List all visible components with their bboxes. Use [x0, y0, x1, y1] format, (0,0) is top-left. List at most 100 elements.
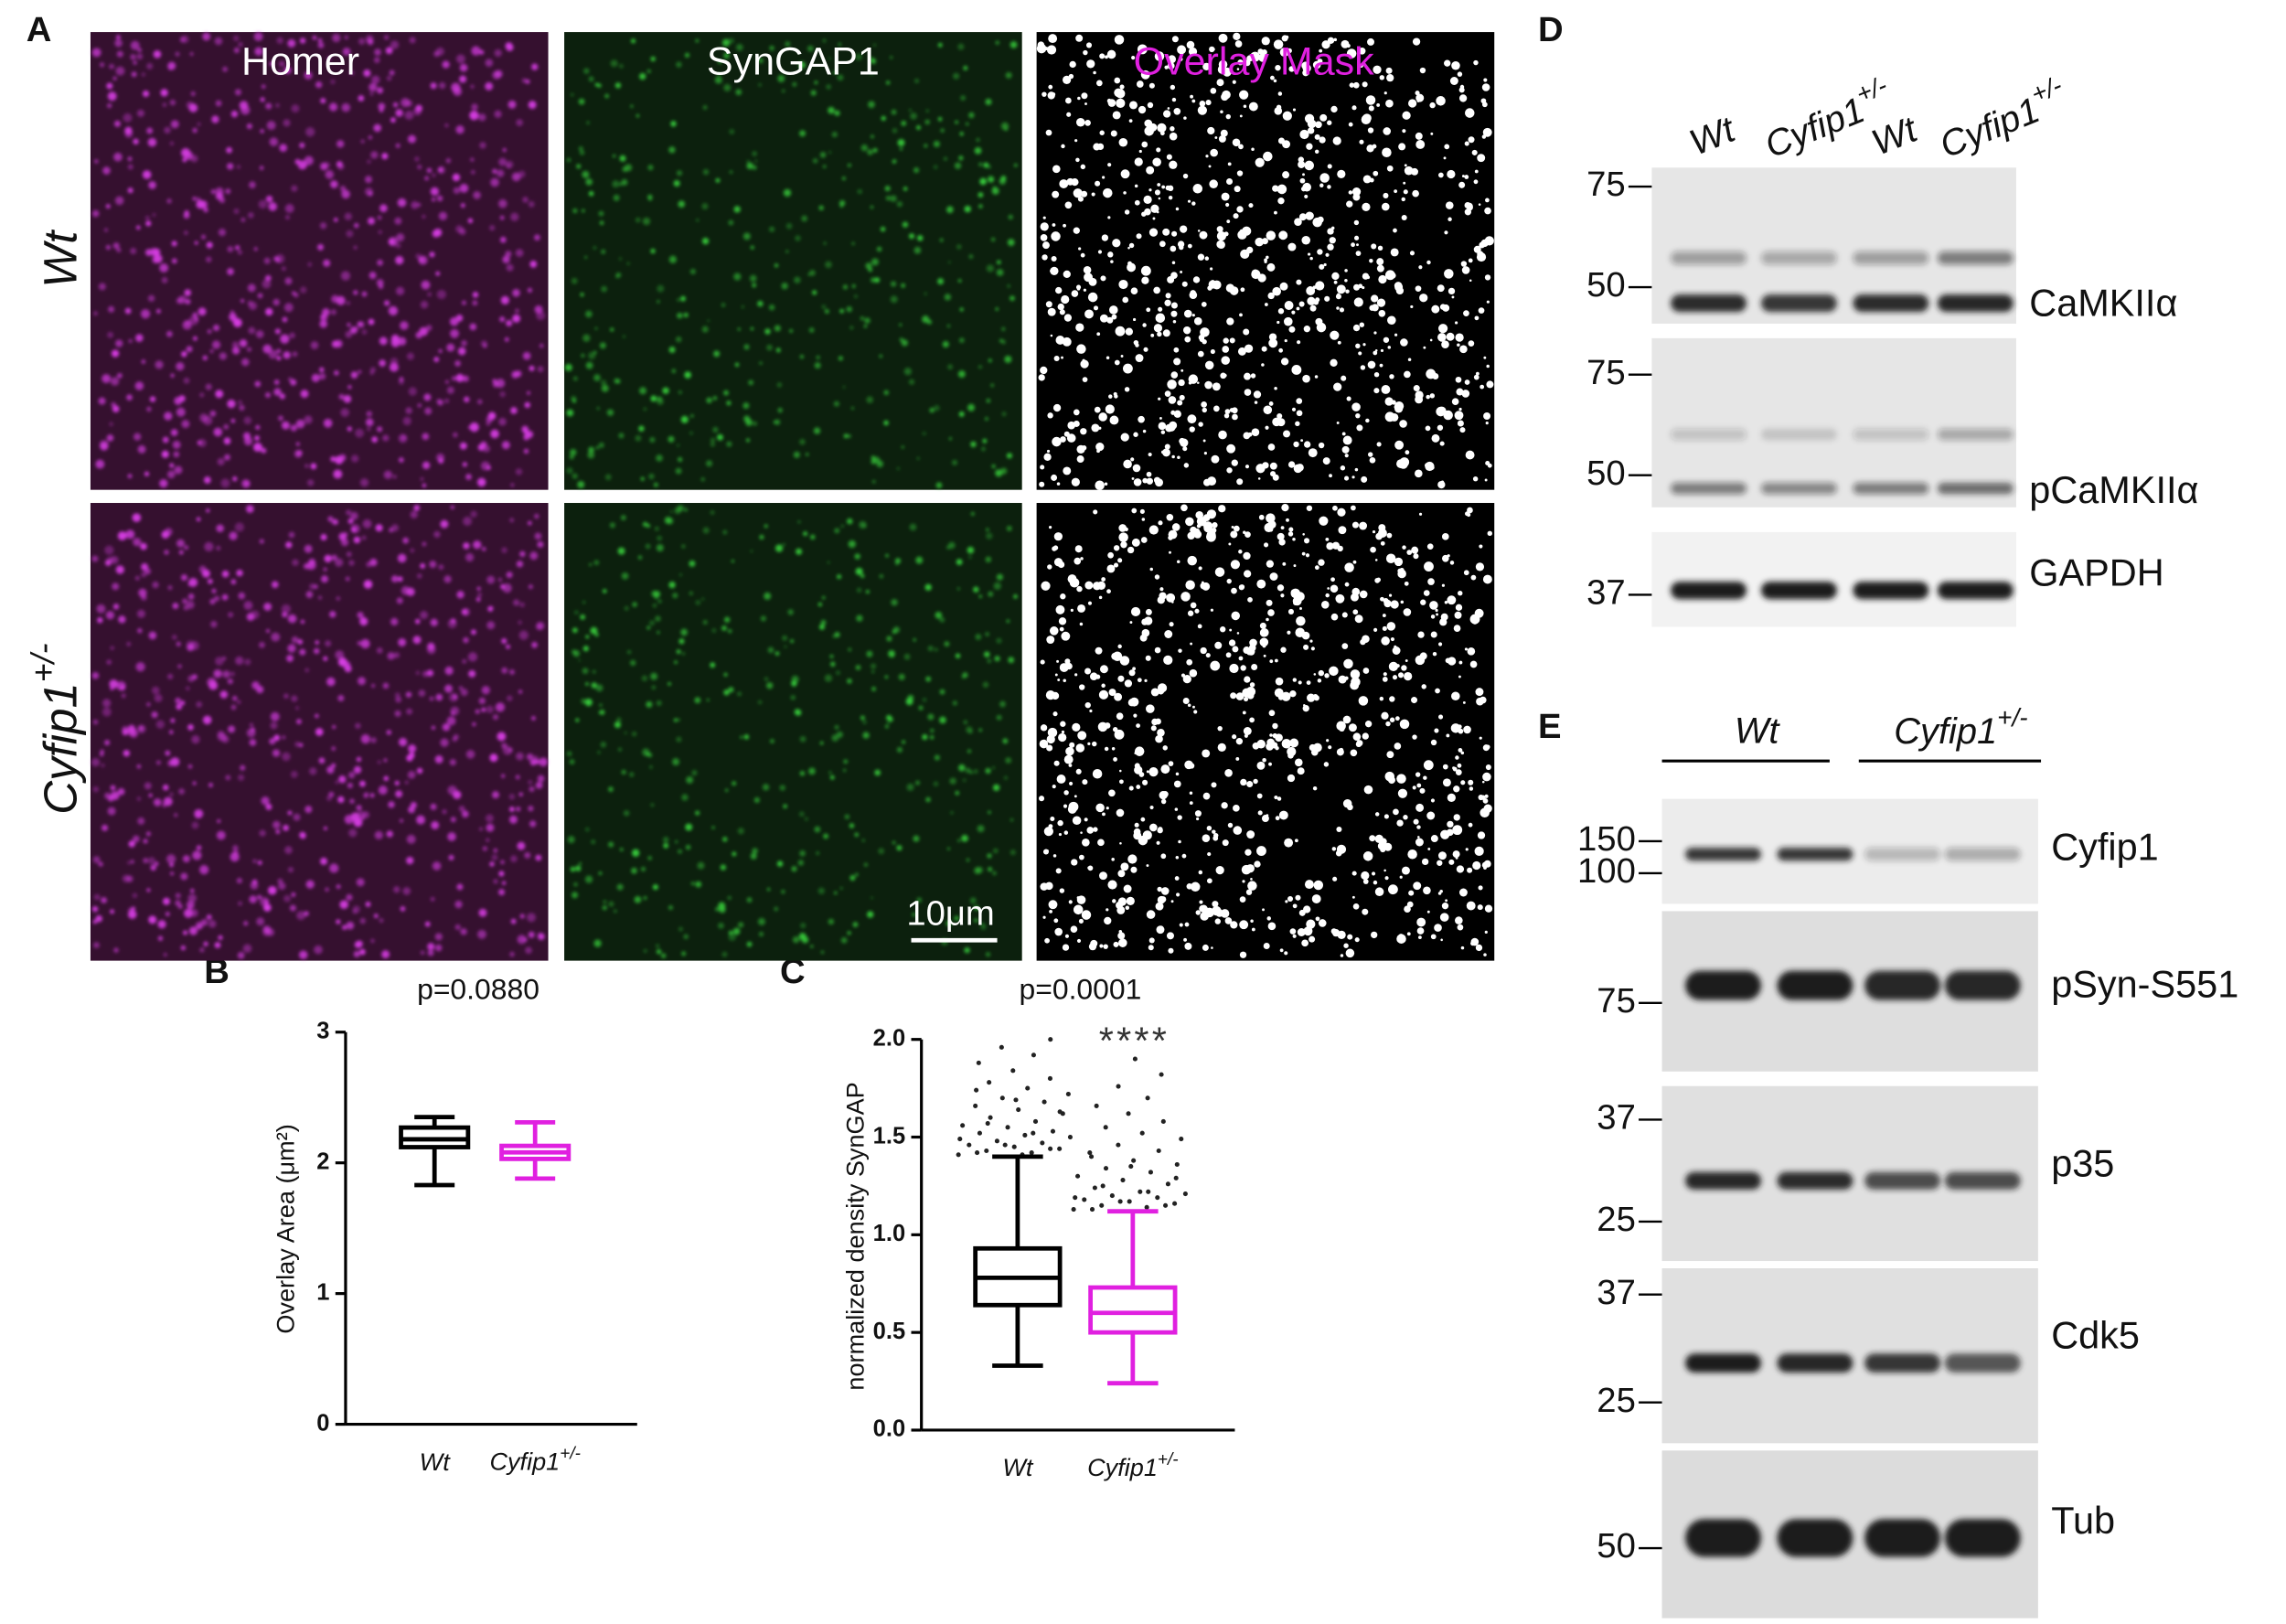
speckle — [175, 51, 180, 57]
protein-label: Tub — [2051, 1499, 2115, 1542]
speckle — [299, 37, 306, 44]
speckle — [1233, 213, 1239, 219]
speckle — [847, 518, 853, 525]
speckle — [1269, 733, 1273, 737]
speckle — [849, 875, 856, 881]
speckle — [398, 637, 407, 646]
speckle — [1347, 804, 1353, 811]
speckle — [1380, 540, 1385, 546]
speckle — [1199, 904, 1206, 913]
band — [1944, 1353, 2021, 1373]
speckle — [1265, 425, 1269, 430]
speckle — [331, 746, 336, 752]
speckle — [92, 719, 99, 725]
speckle — [1083, 265, 1092, 274]
speckle — [810, 534, 816, 540]
row-label: Wt — [35, 230, 87, 288]
speckle — [1466, 204, 1473, 211]
speckle — [420, 476, 424, 481]
speckle — [1059, 179, 1069, 188]
speckle — [386, 75, 392, 81]
speckle — [650, 395, 657, 402]
speckle — [726, 441, 732, 447]
speckle — [1314, 375, 1319, 379]
speckle — [630, 38, 636, 44]
speckle — [1484, 930, 1488, 934]
speckle — [1269, 659, 1274, 664]
speckle — [946, 324, 951, 328]
speckle — [1040, 659, 1045, 665]
speckle — [153, 50, 162, 59]
speckle — [1124, 387, 1130, 392]
outlier — [1146, 1189, 1151, 1194]
speckle — [1073, 420, 1080, 427]
speckle — [1336, 748, 1344, 756]
speckle — [647, 194, 653, 200]
outlier — [1100, 1183, 1106, 1189]
speckle — [1152, 217, 1156, 220]
speckle — [1187, 243, 1192, 249]
speckle — [1160, 798, 1167, 805]
speckle — [701, 326, 709, 333]
speckle — [1233, 32, 1241, 41]
speckle — [689, 268, 696, 275]
speckle — [975, 634, 982, 640]
speckle — [937, 117, 943, 122]
speckle — [112, 76, 117, 80]
speckle — [870, 57, 872, 59]
speckle — [1173, 107, 1181, 115]
speckle — [719, 905, 726, 914]
speckle — [346, 551, 352, 558]
speckle — [515, 468, 523, 475]
speckle — [632, 849, 640, 857]
speckle — [792, 81, 797, 87]
speckle — [1384, 397, 1394, 406]
speckle — [1213, 832, 1219, 839]
speckle — [851, 284, 856, 288]
speckle — [413, 505, 421, 511]
speckle — [1122, 363, 1133, 374]
speckle — [575, 718, 580, 722]
speckle — [518, 792, 523, 796]
speckle — [1198, 870, 1203, 875]
speckle — [710, 437, 716, 443]
speckle — [442, 809, 447, 815]
speckle — [236, 570, 243, 577]
speckle — [585, 635, 590, 639]
speckle — [1244, 531, 1251, 538]
speckle — [1129, 101, 1138, 110]
speckle — [1338, 675, 1347, 684]
speckle — [681, 652, 686, 656]
speckle — [1050, 266, 1059, 275]
speckle — [147, 857, 155, 865]
speckle — [1231, 459, 1238, 466]
speckle — [1376, 103, 1381, 107]
speckle — [1177, 455, 1180, 460]
speckle — [368, 135, 372, 140]
speckle — [1095, 646, 1103, 655]
speckle — [1354, 235, 1360, 240]
speckle — [270, 711, 280, 721]
speckle — [1073, 904, 1084, 915]
speckle — [1390, 412, 1399, 422]
speckle — [1234, 186, 1241, 193]
speckle — [816, 851, 819, 855]
speckle — [254, 47, 263, 56]
speckle — [1339, 307, 1345, 313]
speckle — [601, 249, 606, 254]
speckle — [1266, 560, 1275, 568]
speckle — [1119, 769, 1122, 773]
speckle — [1239, 896, 1246, 903]
speckle — [599, 710, 605, 715]
speckle — [446, 716, 456, 726]
speckle — [208, 783, 213, 787]
speckle — [1298, 213, 1307, 221]
speckle — [390, 617, 399, 626]
speckle — [166, 330, 173, 337]
speckle — [935, 611, 943, 619]
speckle — [1361, 475, 1368, 483]
speckle — [1374, 577, 1381, 583]
speckle — [689, 560, 696, 567]
speckle — [1445, 201, 1454, 209]
speckle — [1457, 343, 1460, 347]
